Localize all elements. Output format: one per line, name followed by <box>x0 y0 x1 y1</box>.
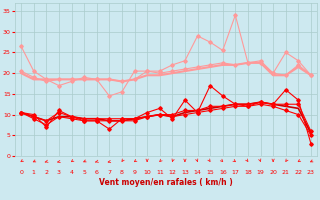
X-axis label: Vent moyen/en rafales ( km/h ): Vent moyen/en rafales ( km/h ) <box>99 178 233 187</box>
